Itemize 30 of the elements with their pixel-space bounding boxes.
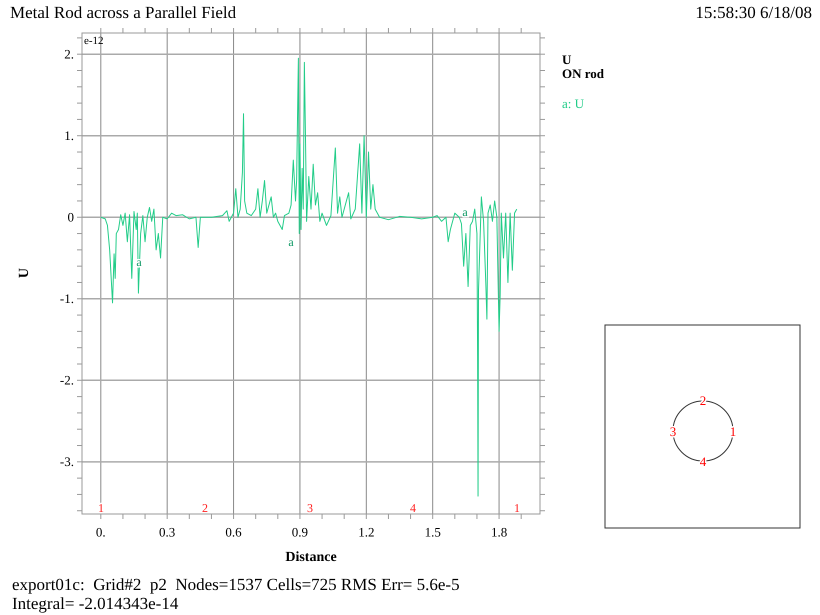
annotation: 2 bbox=[202, 501, 208, 515]
text: export01c: Grid#2 p2 Nodes=1537 Cells=725 RMS Err= 5.6e-5 bbox=[12, 575, 460, 594]
x-tick-label: 0. bbox=[96, 524, 106, 540]
y-tick-label: -1. bbox=[60, 290, 74, 306]
y-tick-label: 2. bbox=[64, 46, 74, 62]
y-tick-label: -3. bbox=[60, 454, 74, 469]
annotation: 3 bbox=[307, 501, 313, 515]
x-tick-label: 0.9 bbox=[292, 524, 308, 540]
y-tick-label: 0 bbox=[68, 209, 74, 224]
x-tick-label: 0.3 bbox=[159, 524, 176, 540]
chart-title: Metal Rod across a Parallel Field bbox=[10, 3, 237, 22]
y-tick-label: 1. bbox=[64, 128, 74, 143]
y-tick-label: -2. bbox=[60, 372, 74, 388]
x-tick-label: 1.2 bbox=[358, 524, 374, 540]
annotation: 4 bbox=[410, 501, 416, 515]
annotation: 1 bbox=[98, 501, 104, 515]
y-axis-title: U bbox=[17, 268, 32, 278]
annotation: 1 bbox=[514, 501, 520, 515]
line-series bbox=[100, 58, 518, 497]
x-tick-label: 1.8 bbox=[490, 524, 508, 540]
legend-title: U ON rod bbox=[562, 52, 605, 81]
text: Integral= -2.014343e-14 bbox=[12, 594, 179, 613]
annotation: e-12 bbox=[84, 35, 104, 47]
x-axis-title: Distance bbox=[285, 550, 337, 565]
x-tick-label: 0.6 bbox=[225, 524, 242, 540]
text: 15:58:30 6/18/08 bbox=[695, 3, 812, 22]
x-tick-label: 1.5 bbox=[424, 524, 441, 540]
annotation: a bbox=[462, 205, 468, 219]
text: a: U bbox=[562, 96, 585, 111]
annotation: a bbox=[288, 235, 294, 249]
